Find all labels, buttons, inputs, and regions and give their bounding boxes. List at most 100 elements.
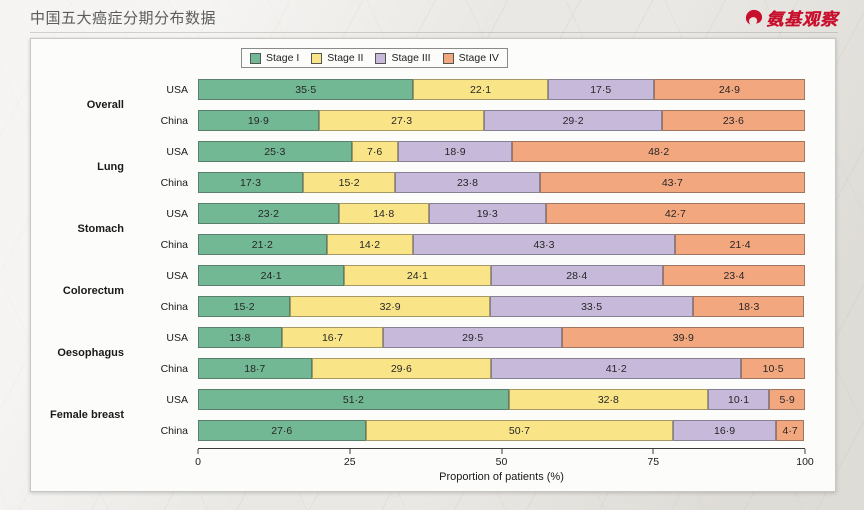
brand-name: 氨基观察 (766, 10, 838, 29)
bar-segment-stage-1: 15·2 (198, 296, 291, 317)
bar-value: 24·1 (406, 269, 428, 282)
bar-segment-stage-3: 18·9 (397, 141, 513, 162)
group-label: Oesophagus (57, 346, 124, 359)
bar-value: 50·7 (508, 424, 530, 437)
x-axis-label-row: Proportion of patients (%) (41, 471, 805, 483)
bar-segment-stage-2: 7·6 (351, 141, 398, 162)
bar-segment-stage-2: 24·1 (344, 265, 491, 286)
chart-group: Lung USA 25·3 7·6 18·9 48·2 China 17·3 15·2 23·8 4… (41, 136, 805, 198)
bar-segment-stage-1: 25·3 (198, 141, 352, 162)
bar-row: China 15·2 32·9 33·5 18·3 (136, 291, 805, 322)
row-label: USA (166, 145, 188, 158)
bar-track: 15·2 32·9 33·5 18·3 (198, 296, 805, 317)
bar-value: 32·8 (597, 393, 619, 406)
bar-segment-stage-2: 14·2 (326, 234, 413, 255)
bar-value: 28·4 (566, 269, 588, 282)
group-label: Lung (97, 160, 124, 173)
bar-value: 24·9 (718, 83, 740, 96)
bar-value: 27·3 (391, 114, 413, 127)
legend-item: Stage I (250, 52, 299, 64)
legend-swatch-stage-1 (250, 52, 261, 64)
bar-value: 29·2 (562, 114, 584, 127)
bar-value: 16·7 (321, 331, 343, 344)
bar-segment-stage-1: 51·2 (198, 389, 509, 410)
axis-tick-label: 0 (195, 456, 201, 468)
brand-swirl-icon (745, 9, 763, 27)
bar-row: China 21·2 14·2 43·3 21·4 (136, 229, 805, 260)
bar-value: 21·4 (729, 238, 751, 251)
row-label: China (160, 424, 188, 437)
header: 中国五大癌症分期分布数据 氨基观察 (30, 3, 838, 33)
row-label: China (160, 238, 188, 251)
bar-value: 14·8 (373, 207, 395, 220)
legend-item: Stage II (311, 52, 363, 64)
axis-tick-label: 25 (343, 456, 356, 468)
bar-segment-stage-3: 43·3 (412, 234, 676, 255)
row-label: USA (166, 331, 188, 344)
legend-item: Stage III (375, 52, 431, 64)
bar-segment-stage-1: 24·1 (198, 265, 345, 286)
bar-value: 23·8 (456, 176, 478, 189)
bar-segment-stage-1: 21·2 (198, 234, 327, 255)
bar-value: 18·3 (738, 300, 760, 313)
bar-segment-stage-2: 22·1 (413, 79, 548, 100)
bar-value: 35·5 (295, 83, 317, 96)
bar-segment-stage-1: 19·9 (198, 110, 319, 131)
bar-segment-stage-3: 28·4 (490, 265, 663, 286)
bar-segment-stage-3: 23·8 (395, 172, 540, 193)
bar-row: USA 13·8 16·7 29·5 39·9 (136, 322, 805, 353)
bar-segment-stage-1: 17·3 (198, 172, 303, 193)
row-label: USA (166, 83, 188, 96)
group-rows: USA 23·2 14·8 19·3 42·7 China 21·2 14·2 43·3 21·4 (136, 198, 805, 260)
bar-value: 23·6 (722, 114, 744, 127)
bar-track: 21·2 14·2 43·3 21·4 (198, 234, 805, 255)
bar-segment-stage-2: 15·2 (303, 172, 396, 193)
bar-segment-stage-4: 4·7 (775, 420, 805, 441)
chart-group: Overall USA 35·5 22·1 17·5 24·9 China 19·9 27·3 2… (41, 74, 805, 136)
bar-segment-stage-1: 27·6 (198, 420, 366, 441)
bar-segment-stage-2: 32·8 (508, 389, 708, 410)
bar-segment-stage-2: 14·8 (338, 203, 429, 224)
row-label: USA (166, 393, 188, 406)
bar-segment-stage-4: 48·2 (512, 141, 805, 162)
bar-track: 51·2 32·8 10·1 5·9 (198, 389, 805, 410)
bar-segment-stage-2: 32·9 (290, 296, 490, 317)
bar-value: 13·8 (229, 331, 251, 344)
bar-value: 19·3 (476, 207, 498, 220)
axis-tick-label: 50 (495, 456, 508, 468)
bar-value: 15·2 (233, 300, 255, 313)
bar-value: 33·5 (581, 300, 603, 313)
bar-value: 43·7 (661, 176, 683, 189)
bar-value: 7·6 (367, 145, 383, 158)
bar-track: 27·6 50·7 16·9 4·7 (198, 420, 805, 441)
legend-label: Stage IV (458, 52, 499, 64)
group-rows: USA 25·3 7·6 18·9 48·2 China 17·3 15·2 23·8 43·7 (136, 136, 805, 198)
bar-segment-stage-2: 50·7 (365, 420, 674, 441)
bar-value: 21·2 (251, 238, 273, 251)
legend-label: Stage I (266, 52, 300, 64)
axis-tick (349, 449, 351, 454)
bar-segment-stage-4: 43·7 (539, 172, 805, 193)
bar-value: 18·7 (244, 362, 266, 375)
bar-value: 43·3 (533, 238, 555, 251)
bar-track: 13·8 16·7 29·5 39·9 (198, 327, 805, 348)
bar-segment-stage-3: 17·5 (547, 79, 654, 100)
bar-value: 51·2 (342, 393, 364, 406)
bar-value: 48·2 (648, 145, 670, 158)
axis-spacer (41, 448, 198, 471)
legend-swatch-stage-3 (375, 52, 387, 64)
group-label: Stomach (77, 222, 124, 235)
axis-spacer (41, 471, 198, 483)
bar-value: 42·7 (664, 207, 686, 220)
chart-group: Oesophagus USA 13·8 16·7 29·5 39·9 China 18·7 29… (41, 322, 805, 384)
group-label: Colorectum (62, 284, 124, 297)
bar-track: 23·2 14·8 19·3 42·7 (198, 203, 805, 224)
bar-segment-stage-2: 29·6 (311, 358, 492, 379)
row-label: USA (166, 269, 188, 282)
bar-row: USA 51·2 32·8 10·1 5·9 (136, 384, 805, 415)
row-label: China (160, 362, 188, 375)
bar-value: 39·9 (672, 331, 694, 344)
group-rows: USA 51·2 32·8 10·1 5·9 China 27·6 50·7 16·9 4·7 (136, 384, 805, 446)
group-rows: USA 35·5 22·1 17·5 24·9 China 19·9 27·3 29·2 23·6 (136, 74, 805, 136)
bar-row: China 17·3 15·2 23·8 43·7 (136, 167, 805, 198)
